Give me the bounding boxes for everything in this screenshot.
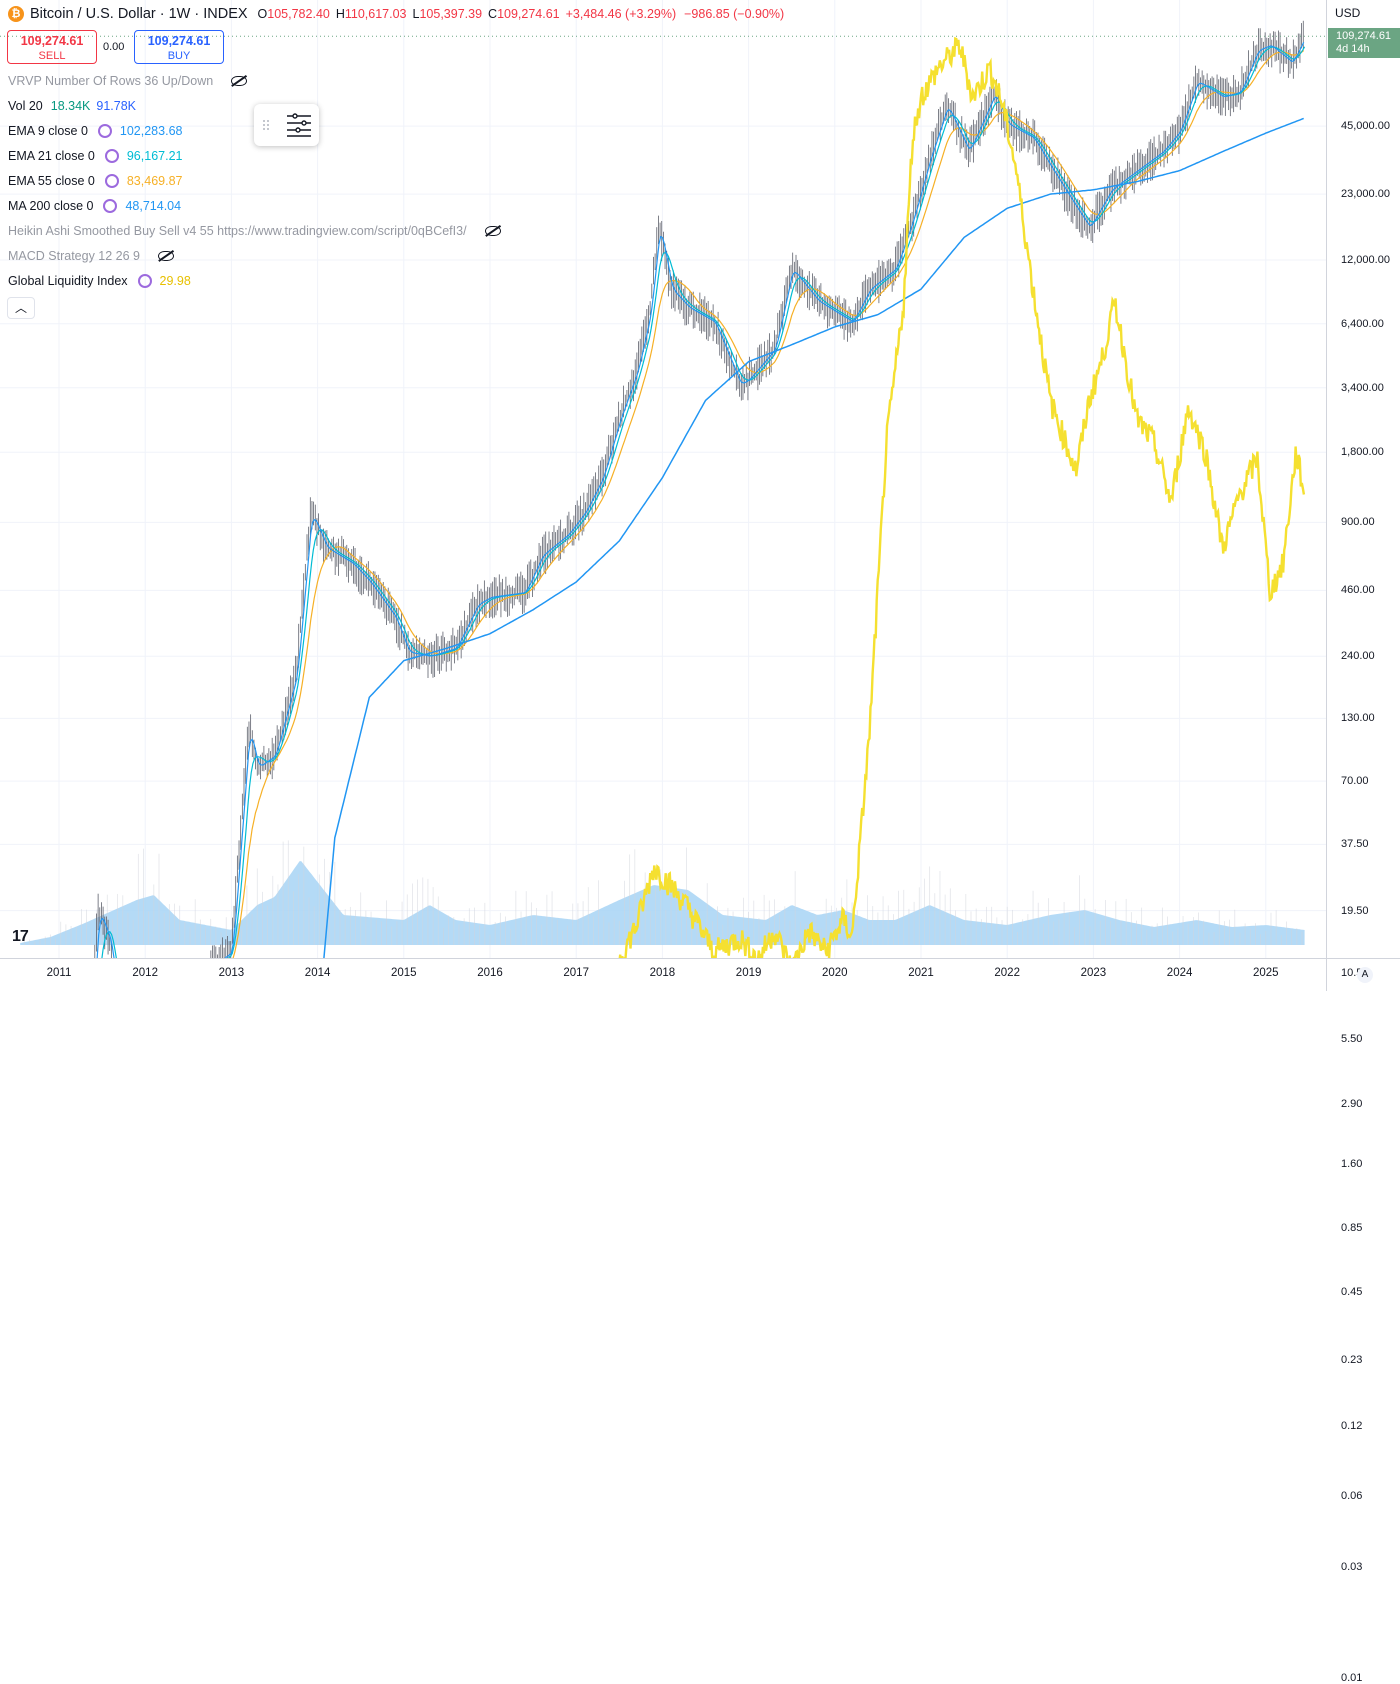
sell-label: SELL <box>38 50 66 62</box>
price-tick-label: 0.12 <box>1341 1420 1363 1433</box>
grid <box>0 0 1326 958</box>
sell-price: 109,274.61 <box>20 34 84 48</box>
ema55-line <box>232 50 1305 958</box>
price-chart[interactable] <box>0 0 1326 958</box>
price-tick-label: 70.00 <box>1341 775 1369 788</box>
last-price-value: 109,274.61 <box>1336 30 1392 43</box>
ma200-line <box>323 117 1304 958</box>
time-tick-label: 2018 <box>649 967 676 979</box>
ema9-line <box>96 41 1305 958</box>
time-tick-label: 2023 <box>1080 967 1107 979</box>
bar-countdown: 4d 14h <box>1336 43 1370 56</box>
time-tick-label: 2022 <box>994 967 1020 979</box>
chart-area[interactable] <box>0 0 1326 958</box>
indicator-volume[interactable]: Vol 20 18.34K 91.78K <box>8 99 137 113</box>
sync-icon <box>97 124 112 138</box>
time-tick-label: 2020 <box>822 967 848 979</box>
sync-icon <box>137 274 152 288</box>
sync-icon <box>103 199 118 213</box>
price-tick-label: 0.23 <box>1341 1354 1363 1367</box>
price-tick-label: 900.00 <box>1341 516 1375 529</box>
price-axis[interactable]: USD 109,274.61 4d 14h 45,000.00 23,000.00… <box>1326 0 1400 1684</box>
settings-sliders-icon[interactable] <box>254 104 319 146</box>
price-tick-label: 1.60 <box>1341 1157 1363 1170</box>
volume-area <box>20 861 1305 945</box>
ohlc-open: O105,782.40 <box>257 7 330 21</box>
axis-corner[interactable]: A <box>1326 958 1400 991</box>
time-tick-label: 2021 <box>908 967 934 979</box>
time-tick-label: 2014 <box>304 967 331 979</box>
buy-price: 109,274.61 <box>147 34 211 48</box>
last-price-tag: 109,274.61 4d 14h <box>1328 28 1400 59</box>
price-tick-label: 1,800.00 <box>1341 446 1384 459</box>
indicator-macd[interactable]: MACD Strategy 12 26 9 <box>8 249 175 263</box>
price-tick-label: 0.45 <box>1341 1286 1363 1299</box>
symbol-title[interactable]: Bitcoin / U.S. Dollar · 1W · INDEX <box>30 6 248 22</box>
ohlc-close: C109,274.61 <box>488 7 560 21</box>
price-tick-label: 19.50 <box>1341 904 1369 917</box>
sync-icon <box>104 149 119 163</box>
ohlc-low: L105,397.39 <box>412 7 483 21</box>
indicator-ema55[interactable]: EMA 55 close 0 83,469.87 <box>8 174 183 188</box>
price-tick-label: 0.03 <box>1341 1560 1363 1573</box>
price-tick-label: 0.06 <box>1341 1490 1363 1503</box>
indicator-vrvp[interactable]: VRVP Number Of Rows 36 Up/Down <box>8 74 248 88</box>
symbol-header: ₿ Bitcoin / U.S. Dollar · 1W · INDEX O10… <box>8 4 784 24</box>
time-tick-label: 2025 <box>1253 967 1279 979</box>
hidden-eye-icon[interactable] <box>231 76 248 86</box>
hidden-eye-icon[interactable] <box>158 251 175 261</box>
currency-label[interactable]: USD <box>1335 6 1361 20</box>
time-tick-label: 2013 <box>218 967 245 979</box>
price-tick-label: 2.90 <box>1341 1097 1363 1110</box>
price-change: +3,484.46 (+3.29%) <box>565 7 677 21</box>
time-tick-label: 2017 <box>563 967 589 979</box>
time-axis[interactable]: 2011 2012 2013 2014 2015 2016 2017 2018 2019 2020… <box>0 958 1326 991</box>
price-tick-label: 37.50 <box>1341 838 1369 851</box>
candles <box>94 20 1304 958</box>
time-tick-label: 2019 <box>735 967 762 979</box>
price-tick-label: 460.00 <box>1341 584 1375 597</box>
tradingview-logo[interactable]: 17 <box>12 928 29 945</box>
indicator-heikin-ashi[interactable]: Heikin Ashi Smoothed Buy Sell v4 55 http… <box>8 224 501 238</box>
indicator-global-liquidity[interactable]: Global Liquidity Index 29.98 <box>8 274 191 288</box>
floating-toolbar[interactable] <box>254 104 319 146</box>
spread-value: 0.00 <box>103 41 125 53</box>
collapse-legend-button[interactable]: ︿ <box>7 297 35 319</box>
price-tick-label: 0.01 <box>1341 1672 1363 1684</box>
sell-button[interactable]: 109,274.61 SELL <box>7 30 97 64</box>
time-tick-label: 2012 <box>132 967 158 979</box>
time-tick-label: 2024 <box>1166 967 1193 979</box>
buy-button[interactable]: 109,274.61 BUY <box>134 30 224 64</box>
price-change-secondary: −986.85 (−0.90%) <box>684 7 785 21</box>
ema21-line <box>101 46 1306 958</box>
indicator-ema9[interactable]: EMA 9 close 0 102,283.68 <box>8 124 183 138</box>
global-liquidity-line <box>618 36 1306 958</box>
auto-scale-button[interactable]: A <box>1357 967 1373 983</box>
indicator-ema21[interactable]: EMA 21 close 0 96,167.21 <box>8 149 183 163</box>
price-tick-label: 130.00 <box>1341 712 1375 725</box>
time-tick-label: 2011 <box>46 967 72 979</box>
price-tick-label: 3,400.00 <box>1341 381 1384 394</box>
time-tick-label: 2015 <box>391 967 417 979</box>
price-tick-label: 0.85 <box>1341 1221 1363 1234</box>
price-tick-label: 12,000.00 <box>1341 254 1390 267</box>
hidden-eye-icon[interactable] <box>484 226 501 236</box>
price-tick-label: 6,400.00 <box>1341 317 1384 330</box>
time-tick-label: 2016 <box>477 967 503 979</box>
ohlc-high: H110,617.03 <box>335 7 407 21</box>
volume-bars <box>24 840 1303 945</box>
sync-icon <box>104 174 119 188</box>
price-tick-label: 240.00 <box>1341 650 1375 663</box>
buy-label: BUY <box>167 50 191 62</box>
indicator-ma200[interactable]: MA 200 close 0 48,714.04 <box>8 199 182 213</box>
bitcoin-icon: ₿ <box>8 6 24 22</box>
price-tick-label: 5.50 <box>1341 1032 1363 1045</box>
price-tick-label: 23,000.00 <box>1341 188 1390 201</box>
price-tick-label: 45,000.00 <box>1341 120 1390 133</box>
